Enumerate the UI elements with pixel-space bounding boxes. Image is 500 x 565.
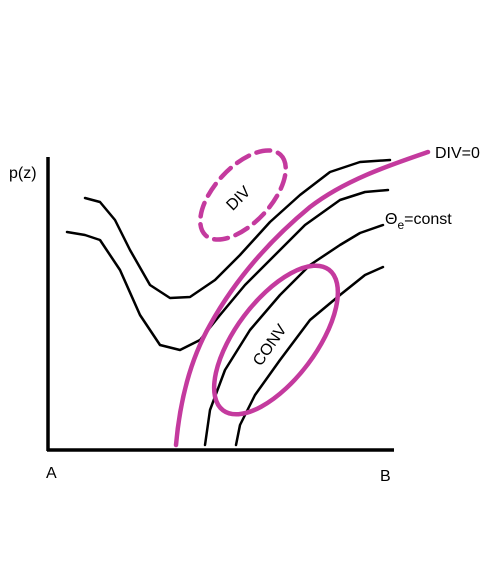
div-zero-label: DIV=0 [435, 145, 480, 162]
const: =const [404, 211, 452, 228]
isentrope-curve [83, 158, 392, 300]
isentrope-curve [234, 265, 385, 447]
x-end-label: B [380, 468, 391, 485]
conv-region [211, 263, 341, 417]
isentrope-label: Θe=const [385, 211, 452, 232]
x-start-label: A [46, 465, 57, 482]
div-region [198, 148, 288, 242]
div-zero-line [173, 149, 431, 448]
theta: Θ [385, 211, 397, 228]
subscript: e [397, 218, 404, 232]
y-axis-label: p(z) [9, 165, 37, 182]
